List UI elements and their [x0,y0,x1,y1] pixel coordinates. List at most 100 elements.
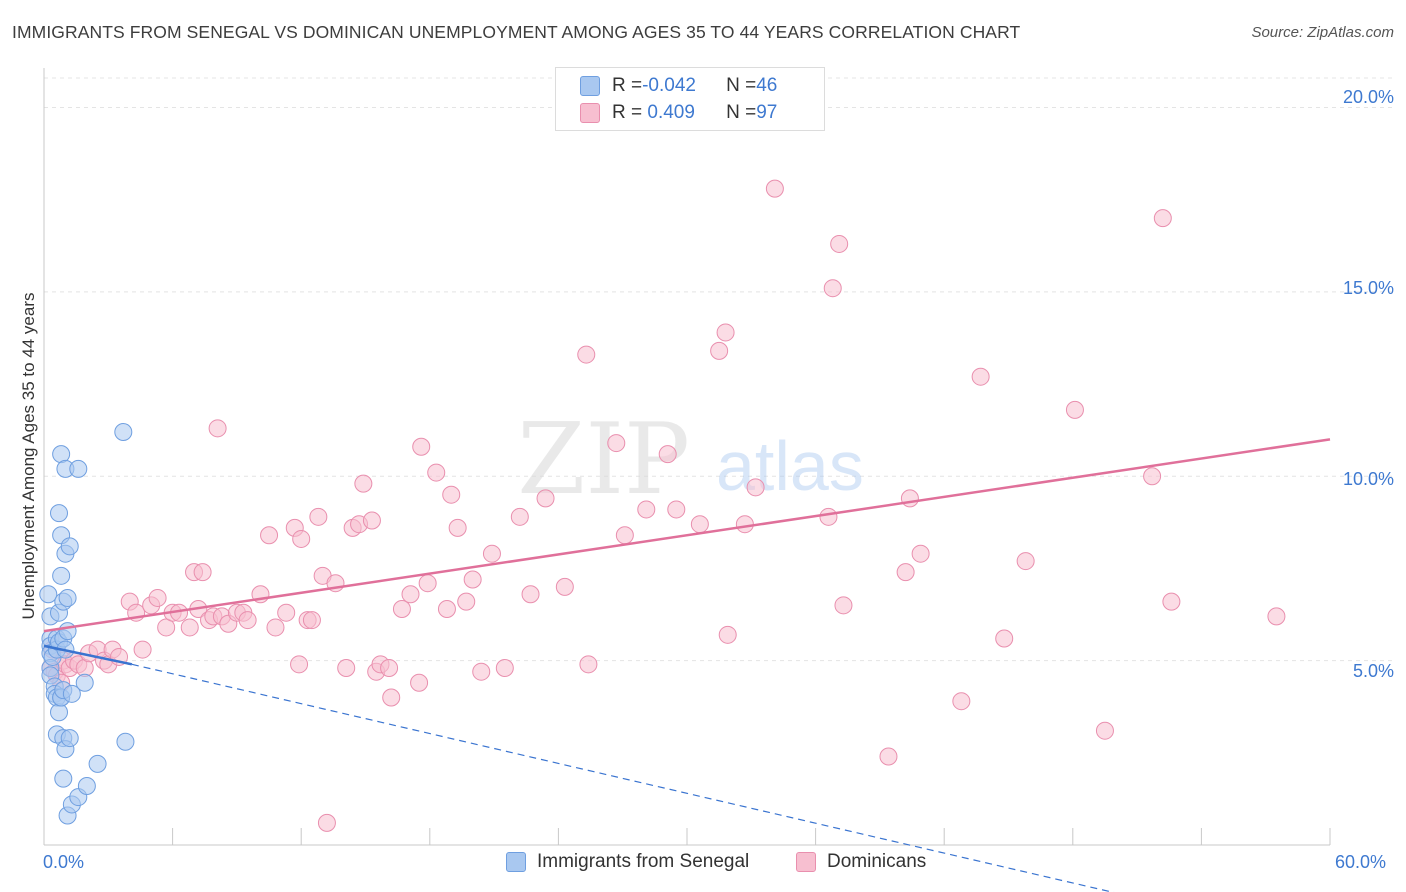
dominican-point [1153,209,1172,228]
dominican-point [896,563,915,582]
dominican-point [1095,721,1114,740]
senegal-point [75,673,94,692]
senegal-point [50,703,69,722]
axes [43,68,1331,846]
senegal-swatch [506,852,526,872]
senegal-swatch [580,76,600,96]
dominican-point [690,515,709,534]
dominican-point [292,529,311,548]
legend-item-senegal: Immigrants from Senegal [506,851,749,873]
legend-label: Immigrants from Senegal [537,851,750,872]
dominican-point [302,611,321,630]
dominican-point [716,323,735,342]
watermark-atlas: atlas [716,427,864,505]
dominican-point [710,341,729,360]
n-label: N = [726,75,757,96]
dominican-point [900,489,919,508]
dominican-point [830,234,849,253]
dominican-point [290,655,309,674]
r-value: -0.042 [642,75,696,96]
senegal-point [60,729,79,748]
dominican-swatch [796,852,816,872]
dominican-point [380,659,399,677]
senegal-point [116,732,135,751]
dominican-point [746,478,765,497]
dominican-point [437,600,456,618]
y-tick-label: 10.0% [1342,469,1394,489]
dominican-point [1143,467,1162,486]
dominican-point [148,588,167,607]
dominican-trend-line [43,438,1331,633]
n-label: N = [726,102,757,123]
grid-lines [44,77,1392,662]
dominican-point [995,629,1014,648]
dominican-point [382,688,401,707]
senegal-trend-extension [131,663,1115,892]
dominican-point [309,507,328,526]
dominican-point [193,563,212,582]
dominican-point [260,526,279,545]
dominican-point [337,659,356,677]
y-tick-label: 5.0% [1352,661,1394,681]
dominican-point [412,437,431,456]
dominican-point [133,640,152,659]
dominican-point [463,570,482,589]
dominican-point [735,515,754,534]
dominican-point [448,518,467,537]
dominican-point [427,463,446,482]
dominican-point [667,500,686,519]
senegal-point [114,423,133,441]
dominican-point [410,673,429,692]
dominican-point [180,618,199,637]
y-axis-label: Unemployment Among Ages 35 to 44 years [19,292,38,620]
dominican-point [658,445,677,464]
dominican-point [879,747,898,766]
correlation-legend: R = -0.042 N = 46 R = 0.409 N = 97 [555,67,825,131]
dominican-point [911,544,930,563]
r-value-text: 0.409 [647,102,695,123]
dominican-point [607,434,626,453]
n-value: 97 [756,102,778,123]
dominican-point [823,279,842,298]
dominican-point [952,692,971,711]
dominican-point [317,813,336,832]
dominican-point [536,489,555,508]
dominican-point [495,659,514,677]
dominican-point [457,592,476,611]
dominican-point [266,618,285,637]
dominican-point [401,585,420,604]
senegal-point [39,585,58,604]
dominican-point [362,511,381,530]
senegal-point [54,769,73,788]
senegal-point [62,684,81,703]
dominican-point [577,345,596,364]
dominican-point [819,507,838,526]
trend-lines [43,438,1331,892]
dominican-point [1065,400,1084,419]
senegal-point [69,459,88,478]
dominican-point [579,655,598,674]
dominican-point [354,474,373,493]
dominican-point [418,574,437,593]
dominican-point [1016,552,1035,571]
senegal-point [60,537,79,556]
r-label: R = [612,102,643,123]
legend-row-dominicans: R = 0.409 N = 97 [580,100,777,126]
senegal-point [58,588,77,607]
senegal-points [39,423,135,825]
dominican-point [1162,592,1181,611]
source-label: Source: ZipAtlas.com [1251,24,1394,41]
dominican-point [1267,607,1286,626]
chart-title: IMMIGRANTS FROM SENEGAL VS DOMINICAN UNE… [12,22,1021,42]
dominican-point [277,603,296,622]
dominican-point [472,662,491,681]
dominican-swatch [580,103,600,123]
dominican-point [392,600,411,618]
senegal-trend-line [43,644,133,666]
x-tick-label: 60.0% [1335,852,1387,872]
dominican-points [41,179,1286,832]
senegal-point [58,622,77,641]
senegal-point [88,754,107,773]
watermark: ZIP atlas [517,403,864,517]
dominican-point [834,596,853,615]
